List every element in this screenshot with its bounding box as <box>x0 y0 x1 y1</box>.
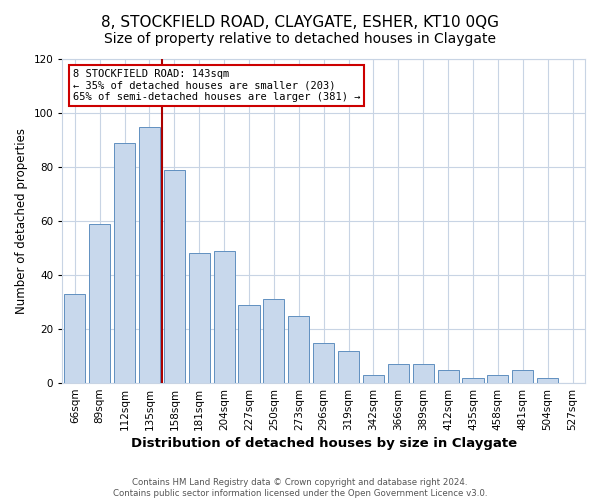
Bar <box>238 305 260 383</box>
X-axis label: Distribution of detached houses by size in Claygate: Distribution of detached houses by size … <box>131 437 517 450</box>
Bar <box>263 300 284 383</box>
Bar <box>363 375 384 383</box>
Bar <box>214 250 235 383</box>
Bar <box>537 378 558 383</box>
Bar <box>388 364 409 383</box>
Bar <box>89 224 110 383</box>
Text: 8 STOCKFIELD ROAD: 143sqm
← 35% of detached houses are smaller (203)
65% of semi: 8 STOCKFIELD ROAD: 143sqm ← 35% of detac… <box>73 68 360 102</box>
Text: Size of property relative to detached houses in Claygate: Size of property relative to detached ho… <box>104 32 496 46</box>
Bar <box>413 364 434 383</box>
Y-axis label: Number of detached properties: Number of detached properties <box>15 128 28 314</box>
Text: Contains HM Land Registry data © Crown copyright and database right 2024.
Contai: Contains HM Land Registry data © Crown c… <box>113 478 487 498</box>
Bar <box>139 126 160 383</box>
Bar <box>188 254 210 383</box>
Bar <box>487 375 508 383</box>
Bar <box>288 316 310 383</box>
Bar <box>463 378 484 383</box>
Bar <box>114 142 135 383</box>
Text: 8, STOCKFIELD ROAD, CLAYGATE, ESHER, KT10 0QG: 8, STOCKFIELD ROAD, CLAYGATE, ESHER, KT1… <box>101 15 499 30</box>
Bar <box>164 170 185 383</box>
Bar <box>313 342 334 383</box>
Bar <box>437 370 458 383</box>
Bar <box>338 350 359 383</box>
Bar <box>64 294 85 383</box>
Bar <box>512 370 533 383</box>
